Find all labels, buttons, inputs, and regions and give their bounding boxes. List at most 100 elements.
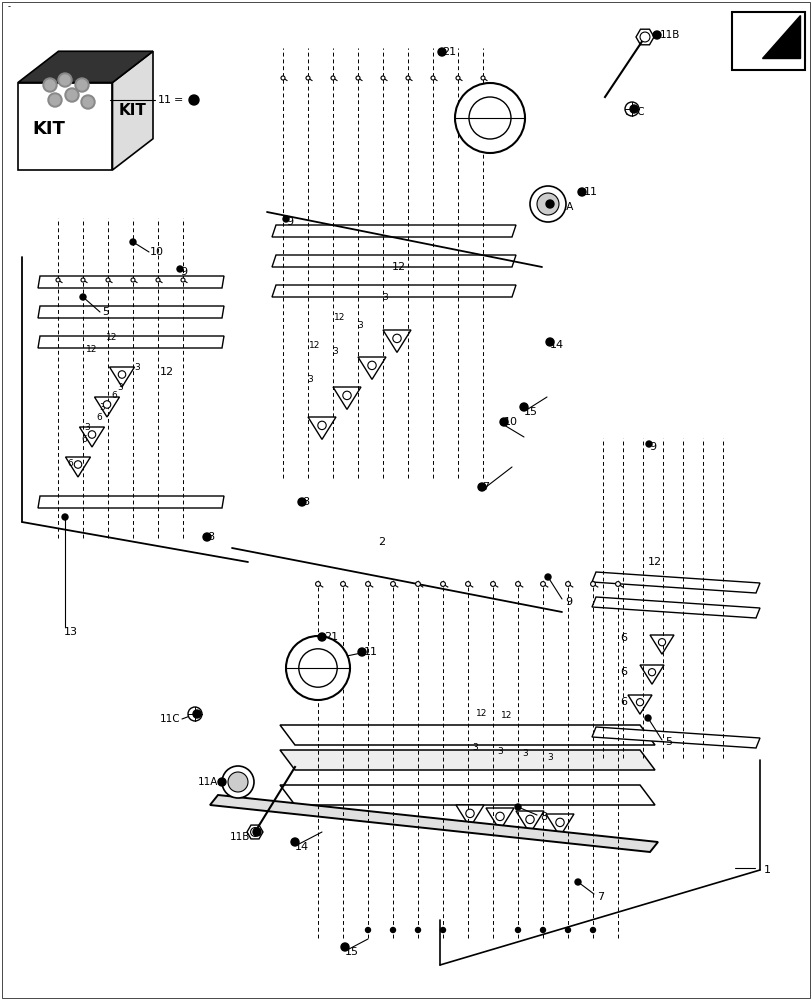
Circle shape xyxy=(615,582,620,586)
Polygon shape xyxy=(591,727,759,748)
Circle shape xyxy=(318,633,325,641)
Text: KIT: KIT xyxy=(32,120,65,138)
Circle shape xyxy=(639,32,649,42)
Circle shape xyxy=(188,707,202,721)
Text: 6: 6 xyxy=(111,391,117,400)
Circle shape xyxy=(565,582,569,586)
Circle shape xyxy=(130,239,135,245)
Text: 12: 12 xyxy=(309,340,320,350)
Circle shape xyxy=(545,200,553,208)
Polygon shape xyxy=(113,51,152,170)
Text: 11A: 11A xyxy=(553,202,573,212)
Circle shape xyxy=(298,498,306,506)
Circle shape xyxy=(365,927,370,932)
Circle shape xyxy=(221,766,254,798)
Text: 3: 3 xyxy=(84,424,90,432)
Circle shape xyxy=(540,582,545,586)
Circle shape xyxy=(77,80,87,90)
Circle shape xyxy=(536,193,558,215)
Polygon shape xyxy=(280,785,654,805)
Circle shape xyxy=(526,815,534,824)
Text: 8: 8 xyxy=(207,532,214,542)
Circle shape xyxy=(440,582,445,586)
Polygon shape xyxy=(247,825,263,839)
Polygon shape xyxy=(333,387,361,409)
Text: 13: 13 xyxy=(64,627,78,637)
Text: 3: 3 xyxy=(134,363,139,372)
Polygon shape xyxy=(94,397,119,417)
Circle shape xyxy=(437,48,445,56)
Text: 11B: 11B xyxy=(659,30,680,40)
Text: 5: 5 xyxy=(102,307,109,317)
Polygon shape xyxy=(307,417,336,439)
Text: 3: 3 xyxy=(547,752,552,762)
Text: 9: 9 xyxy=(180,267,187,277)
Circle shape xyxy=(440,927,445,932)
Circle shape xyxy=(480,76,484,80)
Circle shape xyxy=(564,927,570,932)
Polygon shape xyxy=(66,457,90,477)
Circle shape xyxy=(624,102,638,116)
Text: 12: 12 xyxy=(160,367,174,377)
Text: 10: 10 xyxy=(504,417,517,427)
Circle shape xyxy=(56,278,60,282)
Circle shape xyxy=(189,95,199,105)
Polygon shape xyxy=(639,665,663,684)
Circle shape xyxy=(415,582,420,586)
Text: 1: 1 xyxy=(763,865,770,875)
Polygon shape xyxy=(18,83,113,170)
Circle shape xyxy=(380,76,384,80)
Text: KIT: KIT xyxy=(118,103,146,118)
Text: 11B: 11B xyxy=(230,832,250,842)
Circle shape xyxy=(478,483,486,491)
Polygon shape xyxy=(38,496,224,508)
Text: 2: 2 xyxy=(377,537,384,547)
Circle shape xyxy=(496,812,504,821)
Polygon shape xyxy=(18,51,152,83)
Circle shape xyxy=(544,574,551,580)
Text: 6: 6 xyxy=(620,633,626,643)
Text: 3: 3 xyxy=(521,750,527,758)
Circle shape xyxy=(74,461,82,468)
Circle shape xyxy=(390,582,395,586)
Circle shape xyxy=(340,582,345,586)
Polygon shape xyxy=(358,357,385,379)
Circle shape xyxy=(577,188,586,196)
Polygon shape xyxy=(635,29,653,45)
Circle shape xyxy=(590,927,594,932)
Circle shape xyxy=(83,97,93,107)
Circle shape xyxy=(530,186,565,222)
Polygon shape xyxy=(272,255,515,267)
Circle shape xyxy=(490,582,495,586)
Polygon shape xyxy=(649,635,673,654)
Polygon shape xyxy=(280,750,654,770)
Polygon shape xyxy=(545,814,573,836)
Text: 7: 7 xyxy=(596,892,603,902)
Circle shape xyxy=(45,80,55,90)
Circle shape xyxy=(75,78,89,92)
Text: -: - xyxy=(8,3,11,12)
Circle shape xyxy=(358,648,366,656)
Circle shape xyxy=(646,441,651,447)
Text: 14: 14 xyxy=(294,842,309,852)
Circle shape xyxy=(342,391,351,400)
Text: 5: 5 xyxy=(664,737,672,747)
Circle shape xyxy=(181,278,185,282)
Text: 10: 10 xyxy=(150,247,164,257)
Circle shape xyxy=(80,294,86,300)
Circle shape xyxy=(81,95,95,109)
Circle shape xyxy=(355,76,359,80)
Circle shape xyxy=(285,636,350,700)
Circle shape xyxy=(306,76,310,80)
Text: 7: 7 xyxy=(482,482,488,492)
Text: 12: 12 xyxy=(334,314,345,322)
Circle shape xyxy=(81,278,85,282)
Text: 6: 6 xyxy=(96,414,101,422)
Circle shape xyxy=(466,809,474,818)
Text: 12: 12 xyxy=(476,708,487,717)
Text: 3: 3 xyxy=(307,375,312,384)
Circle shape xyxy=(88,431,96,438)
Text: 9: 9 xyxy=(648,442,655,452)
Circle shape xyxy=(500,418,508,426)
Circle shape xyxy=(648,669,654,676)
